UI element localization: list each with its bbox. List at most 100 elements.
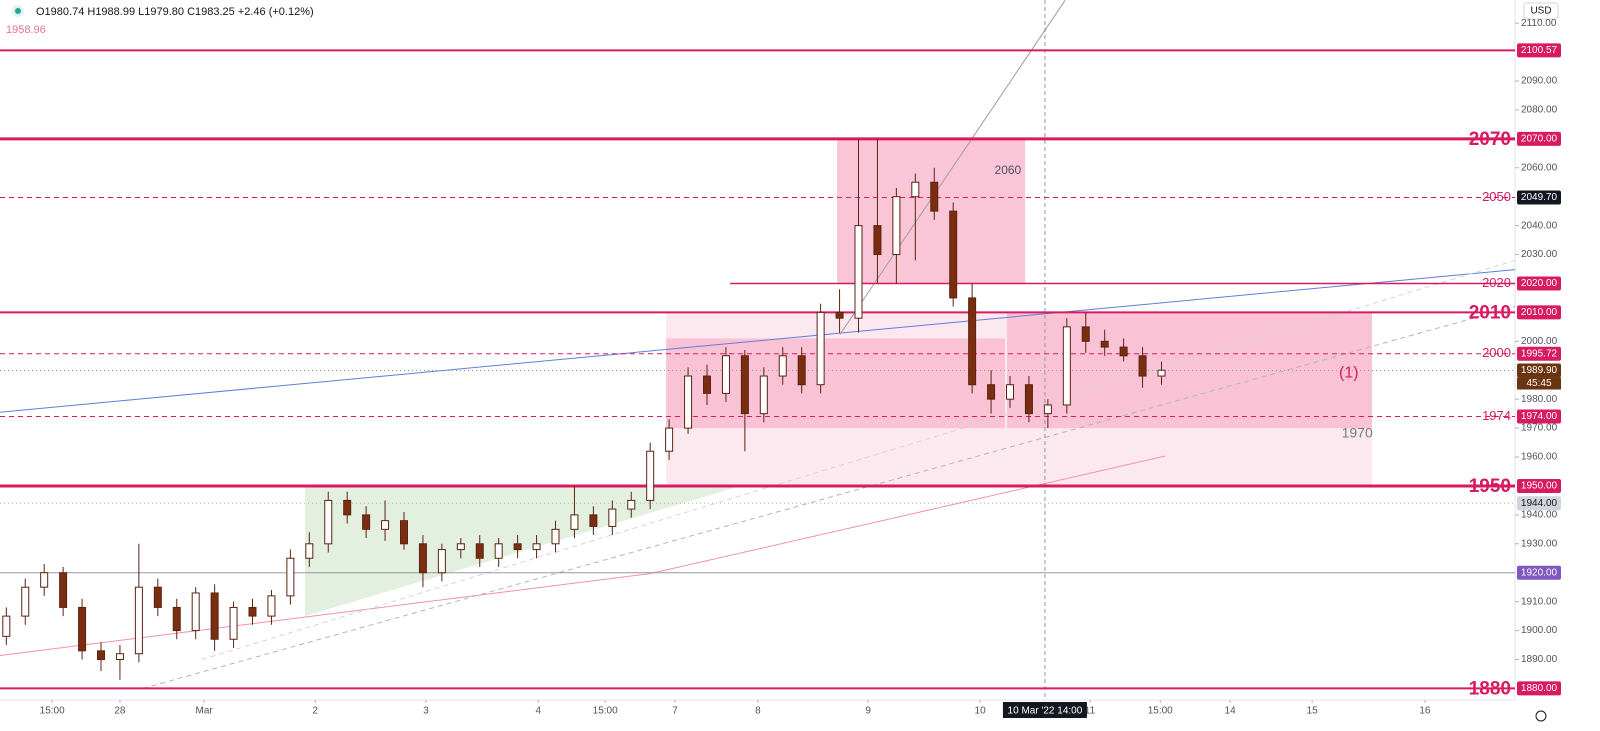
level-label: 2010 (1469, 302, 1511, 323)
candle-body (892, 196, 901, 256)
candle-body (778, 355, 787, 377)
y-tick-label: 1900.00 (1521, 625, 1558, 636)
candle-body (40, 572, 49, 588)
level-label: 2070 (1469, 129, 1511, 150)
x-tick-label: 15:00 (593, 706, 618, 717)
candle-body (1157, 369, 1166, 377)
price-badge (1517, 43, 1561, 58)
price-badge (1517, 478, 1561, 493)
plot-area (0, 0, 1516, 700)
candle-body (816, 311, 825, 386)
price-badge (1517, 565, 1561, 580)
candle-body (665, 427, 674, 452)
candle-body (78, 606, 87, 652)
candle-body (115, 653, 124, 661)
candle-body (456, 543, 465, 551)
price-badge-label: 2020.00 (1521, 278, 1558, 289)
y-tick-label: 2000.00 (1521, 336, 1558, 347)
y-tick-label: 2040.00 (1521, 220, 1558, 231)
candle-body (627, 499, 636, 510)
candle-body (1006, 384, 1014, 400)
x-tick-label: 8 (755, 706, 761, 717)
candle-body (684, 375, 693, 429)
price-badge (1517, 190, 1561, 205)
candle-body (229, 606, 238, 640)
prev-close: 1958.96 (6, 24, 46, 36)
settings-icon[interactable] (1535, 710, 1547, 722)
candle-body (267, 595, 276, 617)
price-badge-label: 1880.00 (1521, 683, 1558, 694)
candle-body (437, 549, 446, 574)
candle-body (532, 543, 541, 551)
y-tick-label: 2030.00 (1521, 249, 1558, 260)
candle-body (1138, 355, 1147, 377)
x-tick-label: 4 (535, 706, 541, 717)
price-badge (1517, 305, 1561, 320)
candle-body (589, 514, 598, 527)
x-tick-label: 28 (114, 706, 126, 717)
candle-body (248, 606, 257, 617)
y-tick-label: 2060.00 (1521, 162, 1558, 173)
x-tick-label: 9 (865, 706, 871, 717)
crosshair-badge (1002, 702, 1087, 718)
x-tick-label: 7 (672, 706, 678, 717)
x-tick-label: 15:00 (40, 706, 65, 717)
candle-body (740, 355, 749, 415)
candle-body (305, 543, 314, 559)
y-tick-label: 1960.00 (1521, 452, 1558, 463)
level-label: 2050 (1482, 189, 1511, 204)
price-badge-label: 2070.00 (1521, 133, 1558, 144)
candle-body (2, 615, 11, 637)
y-tick-label: 1940.00 (1521, 510, 1558, 521)
annotation: 1970 (1342, 425, 1373, 441)
candle-body (570, 514, 579, 530)
candle-body (608, 508, 617, 527)
y-tick-label: 1930.00 (1521, 538, 1558, 549)
candle-body (153, 586, 162, 608)
candle-body (1024, 384, 1033, 415)
price-badge-label: 1920.00 (1521, 567, 1558, 578)
price-badge-label: 2010.00 (1521, 307, 1558, 318)
annotation: (1) (1339, 364, 1359, 381)
x-tick-label: 11 (1085, 706, 1096, 717)
price-badge-label: 2049.70 (1521, 192, 1558, 203)
candle-body (494, 543, 503, 559)
price-badge (1517, 276, 1561, 291)
level-label: 1950 (1469, 476, 1511, 497)
candle-body (134, 586, 143, 655)
candle-body (1062, 326, 1071, 406)
candle-body (930, 181, 939, 212)
y-tick-label: 2080.00 (1521, 105, 1558, 116)
candle-body (381, 520, 390, 530)
price-badge (1517, 346, 1561, 361)
candle-body (873, 225, 882, 256)
y-tick-label: 1910.00 (1521, 596, 1558, 607)
currency-button[interactable] (1523, 2, 1559, 20)
candle-body (835, 311, 844, 319)
y-tick-label: 1970.00 (1521, 423, 1558, 434)
candle-body (987, 384, 996, 400)
candle-body (721, 355, 730, 394)
x-tick-label: 2 (312, 706, 318, 717)
trend-line (142, 306, 1516, 689)
price-badge-label: 1974.00 (1521, 411, 1558, 422)
x-tick-label: Mar (195, 706, 213, 717)
level-label: 2000 (1482, 345, 1511, 360)
candle-body (1119, 346, 1128, 357)
candle-body (968, 297, 977, 386)
candle-body (703, 375, 711, 394)
candle-body (21, 586, 30, 617)
countdown-badge (1517, 377, 1561, 390)
candle-body (97, 650, 105, 661)
price-badge (1517, 681, 1561, 696)
candle-body (513, 543, 522, 551)
candle-body (343, 499, 352, 516)
x-tick-label: 10 (975, 706, 987, 717)
candle-body (418, 543, 427, 574)
level-label: 1974 (1482, 408, 1511, 423)
y-tick-label: 2090.00 (1521, 76, 1558, 87)
candle-body (854, 225, 863, 319)
x-tick-label: 14 (1225, 706, 1237, 717)
currency-label[interactable]: USD (1530, 6, 1551, 17)
